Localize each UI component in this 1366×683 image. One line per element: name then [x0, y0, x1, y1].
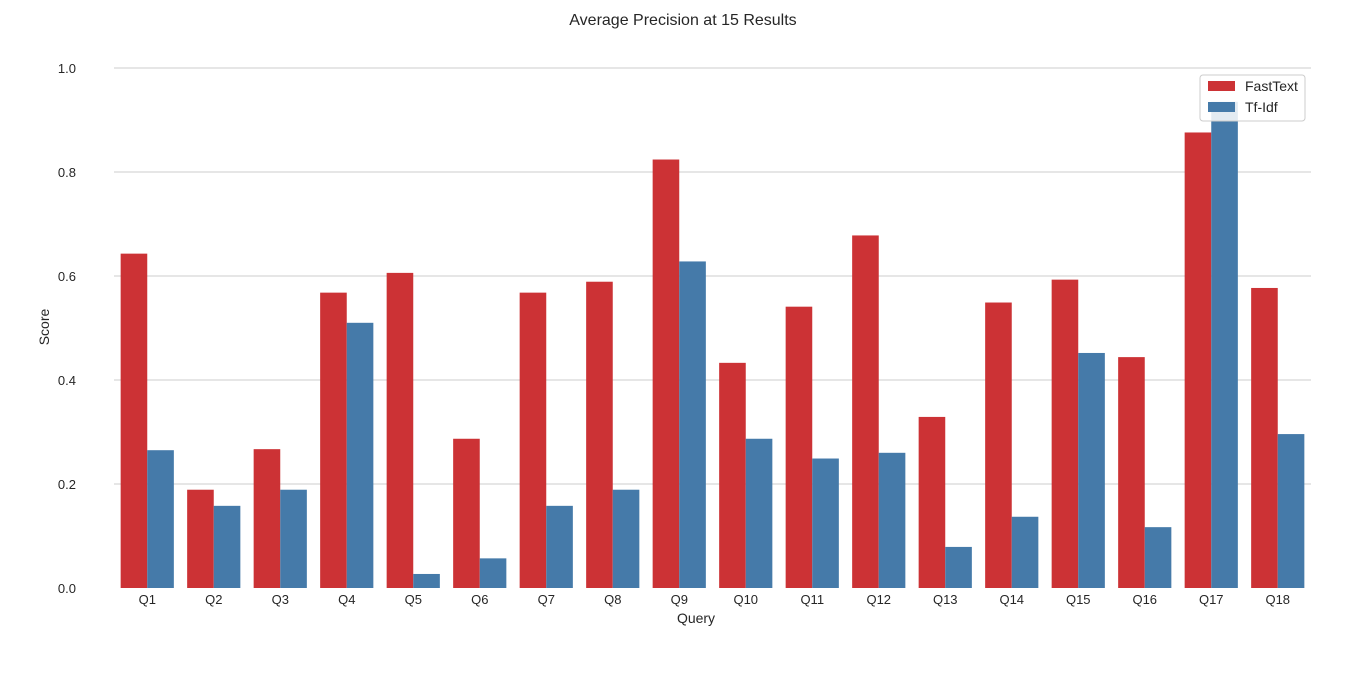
bar-fasttext-q9 — [652, 159, 680, 588]
y-tick-label: 0.4 — [58, 373, 76, 388]
x-tick-label: Q2 — [205, 592, 222, 607]
x-tick-label: Q5 — [405, 592, 422, 607]
bar-fasttext-q7 — [519, 292, 547, 588]
y-tick-label: 0.0 — [58, 581, 76, 596]
y-tick-label: 0.6 — [58, 269, 76, 284]
bar-tf-idf-q13 — [945, 546, 972, 588]
x-tick-label: Q4 — [338, 592, 355, 607]
bar-fasttext-q1 — [120, 253, 148, 588]
legend: FastText Tf-Idf — [1199, 74, 1306, 122]
y-tick-label: 1.0 — [58, 61, 76, 76]
gridlines — [114, 67, 1311, 485]
bar-tf-idf-q1 — [147, 450, 174, 588]
bar-tf-idf-q6 — [479, 558, 507, 588]
x-tick-label: Q10 — [733, 592, 758, 607]
bar-tf-idf-q17 — [1211, 101, 1238, 589]
y-axis-label: Score — [36, 309, 52, 346]
bar-fasttext-q13 — [918, 416, 946, 588]
x-tick-label: Q8 — [604, 592, 621, 607]
bar-tf-idf-q3 — [280, 489, 307, 588]
bar-tf-idf-q10 — [745, 438, 773, 588]
bar-tf-idf-q7 — [546, 505, 573, 588]
chart-title: Average Precision at 15 Results — [569, 12, 796, 29]
y-tick-label: 0.8 — [58, 165, 76, 180]
bar-tf-idf-q11 — [812, 458, 839, 588]
bar-fasttext-q15 — [1051, 279, 1079, 588]
bar-tf-idf-q5 — [413, 573, 440, 588]
bar-tf-idf-q8 — [612, 489, 640, 588]
bar-fasttext-q16 — [1118, 357, 1145, 588]
bar-fasttext-q2 — [187, 489, 214, 588]
bar-tf-idf-q9 — [679, 261, 706, 588]
bar-fasttext-q18 — [1251, 287, 1278, 588]
bar-fasttext-q4 — [320, 292, 347, 588]
bar-tf-idf-q4 — [346, 322, 374, 588]
x-tick-label: Q14 — [999, 592, 1024, 607]
legend-swatch — [1208, 81, 1235, 91]
bar-fasttext-q6 — [453, 438, 480, 588]
bar-tf-idf-q15 — [1078, 352, 1105, 588]
x-tick-labels: Q1 Q2 Q3 Q4 Q5 Q6 Q7 Q8 Q9 Q10 Q11 Q12 Q13 Q14 Q15 Q16 Q… — [139, 592, 1290, 607]
x-tick-label: Q15 — [1066, 592, 1091, 607]
legend-swatch — [1208, 102, 1235, 112]
bar-tf-idf-q16 — [1144, 527, 1172, 588]
bar-tf-idf-q14 — [1011, 516, 1039, 588]
bar-fasttext-q8 — [586, 281, 613, 588]
x-tick-label: Q7 — [538, 592, 555, 607]
bar-fasttext-q17 — [1184, 132, 1212, 589]
x-tick-label: Q3 — [272, 592, 289, 607]
x-tick-label: Q9 — [671, 592, 688, 607]
x-tick-label: Q13 — [933, 592, 958, 607]
x-tick-label: Q18 — [1265, 592, 1290, 607]
x-tick-label: Q17 — [1199, 592, 1224, 607]
bar-fasttext-q12 — [852, 235, 879, 588]
bar-fasttext-q10 — [719, 362, 746, 588]
bar-fasttext-q5 — [386, 272, 414, 588]
legend-label: Tf-Idf — [1245, 99, 1278, 115]
legend-label: FastText — [1245, 78, 1298, 94]
bar-tf-idf-q2 — [213, 505, 241, 588]
bars — [120, 101, 1305, 589]
x-axis-label: Query — [677, 610, 715, 626]
y-tick-labels: 0.0 0.2 0.4 0.6 0.8 1.0 — [58, 61, 76, 596]
x-tick-label: Q11 — [800, 592, 824, 607]
x-tick-label: Q6 — [471, 592, 488, 607]
x-tick-label: Q1 — [139, 592, 156, 607]
x-tick-label: Q16 — [1132, 592, 1157, 607]
bar-fasttext-q11 — [785, 306, 813, 588]
y-tick-label: 0.2 — [58, 477, 76, 492]
bar-fasttext-q3 — [253, 449, 281, 588]
bar-fasttext-q14 — [985, 302, 1012, 588]
bar-tf-idf-q18 — [1277, 434, 1305, 588]
bar-tf-idf-q12 — [878, 452, 906, 588]
x-tick-label: Q12 — [866, 592, 891, 607]
